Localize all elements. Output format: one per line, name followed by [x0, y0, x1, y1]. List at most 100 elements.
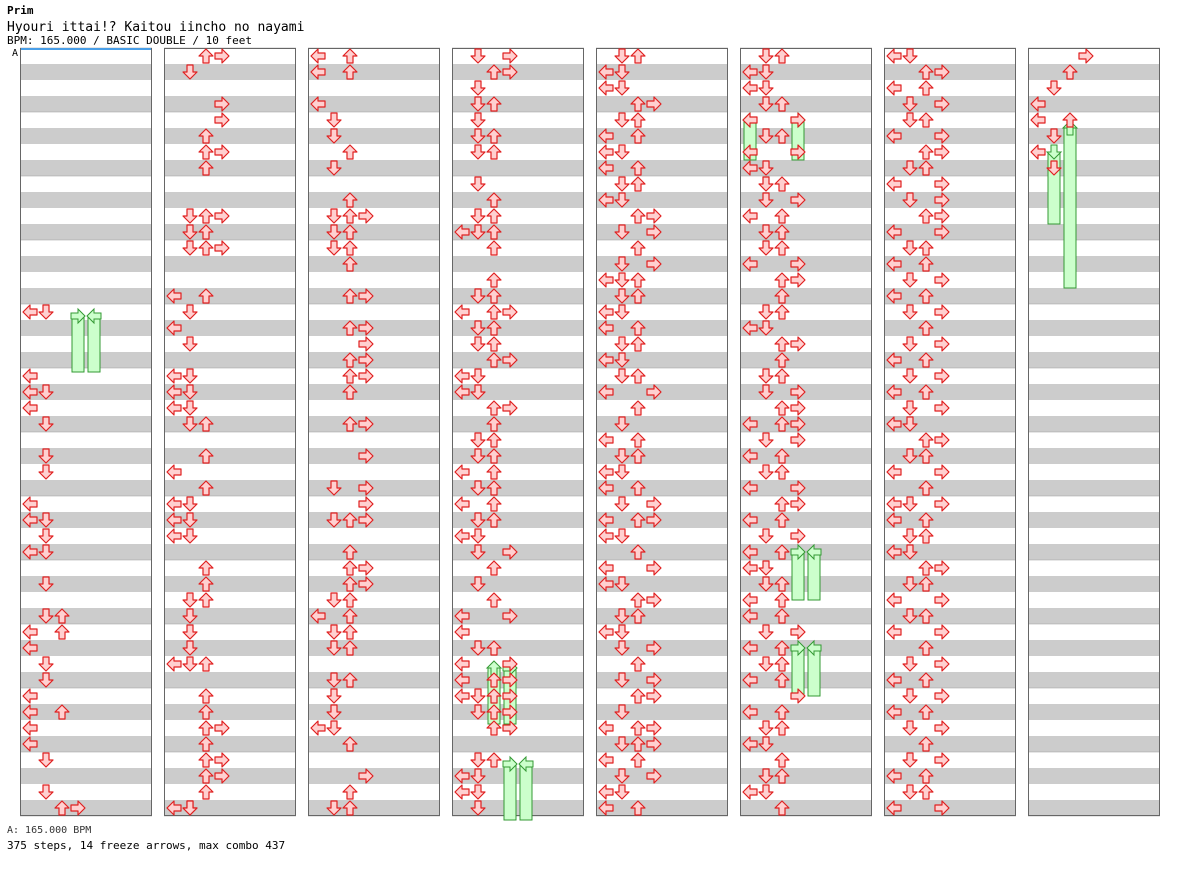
step-arrow [486, 512, 502, 528]
step-arrow [486, 304, 502, 320]
step-arrow [886, 704, 902, 720]
step-arrow [214, 768, 230, 784]
beat-stripe [308, 800, 440, 816]
step-arrow [918, 256, 934, 272]
beat-stripe [740, 288, 872, 304]
step-arrow [470, 320, 486, 336]
step-arrow [774, 656, 790, 672]
step-arrow [902, 544, 918, 560]
step-arrow [934, 400, 950, 416]
step-arrow [598, 352, 614, 368]
step-arrow [902, 608, 918, 624]
beat-stripe [740, 544, 872, 560]
step-arrow [614, 528, 630, 544]
beat-stripe [164, 416, 296, 432]
step-arrow [934, 64, 950, 80]
step-arrow [646, 720, 662, 736]
step-arrow [38, 576, 54, 592]
step-arrow [614, 256, 630, 272]
step-arrow [630, 544, 646, 560]
beat-stripe [884, 448, 1016, 464]
step-arrow [886, 464, 902, 480]
step-arrow [182, 512, 198, 528]
step-arrow [486, 752, 502, 768]
step-arrow [902, 112, 918, 128]
beat-stripe [1028, 128, 1160, 144]
beat-stripe [452, 736, 584, 752]
step-arrow [198, 416, 214, 432]
beat-stripe [20, 352, 152, 368]
beat-stripe [452, 352, 584, 368]
step-arrow [630, 320, 646, 336]
step-arrow [630, 272, 646, 288]
freeze-arrow [790, 639, 806, 697]
step-arrow [918, 64, 934, 80]
beat-stripe [20, 384, 152, 400]
step-arrow [886, 672, 902, 688]
step-arrow [38, 752, 54, 768]
chart-column [164, 47, 296, 817]
step-arrow [22, 736, 38, 752]
step-arrow [454, 656, 470, 672]
step-arrow [934, 192, 950, 208]
step-arrow [1062, 64, 1078, 80]
step-arrow [38, 672, 54, 688]
step-arrow [790, 112, 806, 128]
beat-stripe [20, 224, 152, 240]
step-arrow [630, 160, 646, 176]
step-arrow [454, 368, 470, 384]
step-arrow [630, 288, 646, 304]
step-arrow [934, 800, 950, 816]
step-arrow [614, 624, 630, 640]
beat-stripe [740, 256, 872, 272]
step-arrow [486, 464, 502, 480]
step-arrow [902, 528, 918, 544]
step-arrow [1046, 80, 1062, 96]
step-arrow [454, 528, 470, 544]
step-arrow [598, 720, 614, 736]
beat-stripe [20, 512, 152, 528]
freeze-arrow [1061, 120, 1079, 289]
step-arrow [342, 368, 358, 384]
beat-stripe [308, 256, 440, 272]
step-arrow [758, 784, 774, 800]
step-arrow [614, 736, 630, 752]
step-arrow [614, 768, 630, 784]
step-arrow [934, 224, 950, 240]
step-arrow [614, 192, 630, 208]
step-arrow [646, 208, 662, 224]
step-arrow [742, 208, 758, 224]
beat-stripe [1028, 192, 1160, 208]
step-arrow [630, 592, 646, 608]
beat-stripe [884, 544, 1016, 560]
step-arrow [902, 448, 918, 464]
step-arrow [486, 720, 502, 736]
step-arrow [902, 784, 918, 800]
step-arrow [646, 672, 662, 688]
step-arrow [742, 560, 758, 576]
step-arrow [342, 560, 358, 576]
step-arrow [502, 608, 518, 624]
step-arrow [54, 608, 70, 624]
step-arrow [758, 720, 774, 736]
column-border [308, 48, 440, 816]
beat-stripe [308, 704, 440, 720]
step-arrow [886, 512, 902, 528]
step-arrow [886, 48, 902, 64]
step-arrow [342, 800, 358, 816]
beat-stripe [1028, 160, 1160, 176]
step-arrow [470, 368, 486, 384]
beat-stripe [1028, 608, 1160, 624]
step-arrow [774, 352, 790, 368]
step-arrow [358, 560, 374, 576]
step-arrow [614, 704, 630, 720]
beat-stripe [1028, 320, 1160, 336]
step-arrow [166, 800, 182, 816]
beat-stripe [20, 64, 152, 80]
beat-stripe [20, 736, 152, 752]
step-arrow [614, 784, 630, 800]
step-arrow [470, 704, 486, 720]
step-arrow [22, 720, 38, 736]
step-arrow [598, 128, 614, 144]
step-arrow [358, 576, 374, 592]
